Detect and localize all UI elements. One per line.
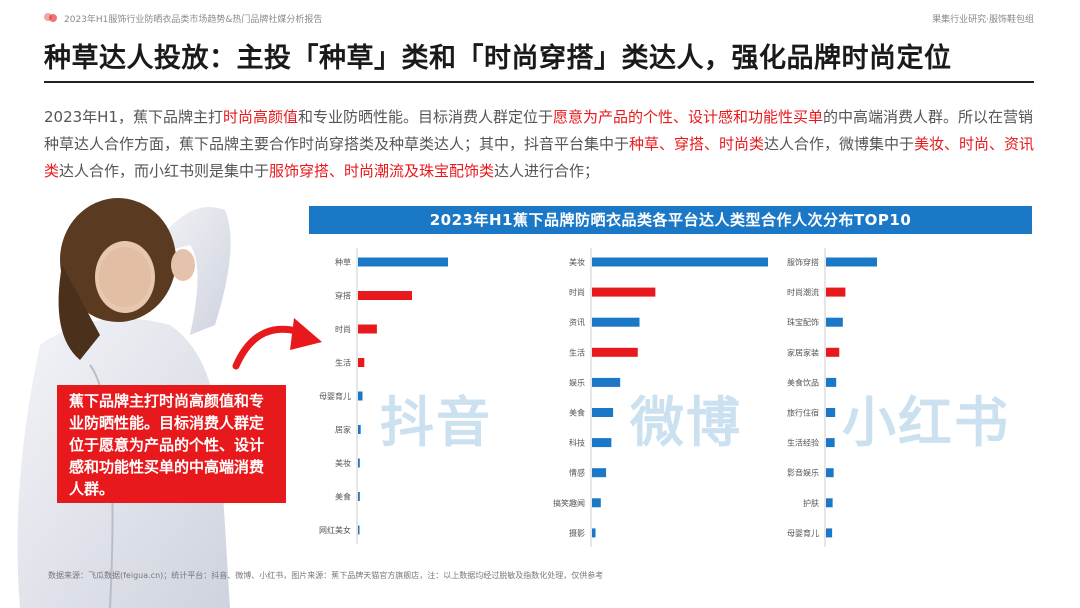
intro-paragraph: 2023年H1，蕉下品牌主打时尚高颜值和专业防晒性能。目标消费人群定位于愿意为产… xyxy=(44,108,1035,180)
bar-douyin xyxy=(358,257,448,267)
chart-weibo: 美妆时尚资讯生活娱乐美食科技情感搞笑趣闻摄影 xyxy=(540,248,775,548)
category-label: 美妆 xyxy=(335,458,351,468)
bar-douyin xyxy=(358,291,412,300)
category-label: 时尚 xyxy=(569,287,585,297)
headline-divider xyxy=(44,81,1034,83)
category-label: 母婴育儿 xyxy=(787,528,819,538)
category-label: 美食饮品 xyxy=(787,377,819,387)
bar-douyin xyxy=(358,492,360,501)
category-label: 珠宝配饰 xyxy=(787,317,819,327)
category-label: 服饰穿搭 xyxy=(787,257,819,267)
chart-xiaohongshu: 服饰穿搭时尚潮流珠宝配饰家居家装美食饮品旅行住宿生活经验影音娱乐护肤母婴育儿 xyxy=(775,248,1030,548)
category-label: 搞笑趣闻 xyxy=(553,498,585,508)
bar-xiaohongshu xyxy=(826,287,846,297)
category-label: 时尚潮流 xyxy=(787,287,819,297)
bar-xiaohongshu xyxy=(826,528,833,538)
category-label: 美食 xyxy=(335,492,351,502)
watermark-xiaohongshu: 小红书 xyxy=(842,391,1010,454)
category-label: 娱乐 xyxy=(569,377,585,387)
bar-xiaohongshu xyxy=(826,498,833,508)
category-label: 母婴育儿 xyxy=(319,391,351,401)
bar-xiaohongshu xyxy=(826,347,840,357)
category-label: 美妆 xyxy=(569,257,585,267)
bar-douyin xyxy=(358,391,363,401)
top-bar: 2023年H1服饰行业防晒衣品类市场趋势&热门品牌社媒分析报告 果集行业研究·服… xyxy=(44,10,1034,28)
category-label: 影音娱乐 xyxy=(787,468,819,478)
bar-weibo xyxy=(592,468,607,478)
category-label: 护肤 xyxy=(803,498,819,508)
category-label: 种草 xyxy=(335,257,351,267)
bar-douyin xyxy=(358,425,361,434)
category-label: 居家 xyxy=(335,425,351,435)
bar-xiaohongshu xyxy=(826,468,834,478)
bar-weibo xyxy=(592,347,638,357)
bar-weibo xyxy=(592,498,601,508)
brand-logo-icon xyxy=(44,13,58,23)
chart-title: 2023年H1蕉下品牌防晒衣品类各平台达人类型合作人次分布TOP10 xyxy=(309,206,1032,234)
category-label: 时尚 xyxy=(335,324,351,334)
bar-xiaohongshu xyxy=(826,438,835,448)
bar-xiaohongshu xyxy=(826,408,836,417)
source-note: 数据来源：飞瓜数据(feigua.cn)；统计平台：抖音、微博、小红书，图片来源… xyxy=(48,571,604,580)
category-label: 情感 xyxy=(569,468,585,478)
bar-xiaohongshu xyxy=(826,377,837,387)
category-label: 网红美女 xyxy=(319,525,351,535)
category-label: 资讯 xyxy=(569,317,585,327)
category-label: 摄影 xyxy=(569,528,585,538)
bar-xiaohongshu xyxy=(826,317,843,327)
bar-weibo xyxy=(592,408,614,417)
chart-douyin: 种草穿搭时尚生活母婴育儿居家美妆美食网红美女 xyxy=(300,248,540,548)
bar-weibo xyxy=(592,287,656,297)
curved-arrow-icon xyxy=(232,318,322,370)
category-label: 穿搭 xyxy=(335,291,351,301)
bar-douyin xyxy=(358,458,360,468)
bar-weibo xyxy=(592,257,768,267)
bar-douyin xyxy=(358,525,360,535)
callout-box: 蕉下品牌主打时尚高颜值和专业防晒性能。目标消费人群定位于愿意为产品的个性、设计感… xyxy=(57,385,286,503)
category-label: 美食 xyxy=(569,408,585,418)
bar-xiaohongshu xyxy=(826,257,877,267)
category-label: 旅行住宿 xyxy=(787,408,819,418)
category-label: 生活 xyxy=(335,358,351,368)
watermark-weibo: 微博 xyxy=(630,391,742,454)
org-label: 果集行业研究·服饰鞋包组 xyxy=(932,15,1034,25)
report-title: 2023年H1服饰行业防晒衣品类市场趋势&热门品牌社媒分析报告 xyxy=(64,15,323,25)
bar-douyin xyxy=(358,358,365,367)
bar-weibo xyxy=(592,317,640,327)
bar-weibo xyxy=(592,438,612,448)
category-label: 生活 xyxy=(569,347,585,357)
page-headline: 种草达人投放：主投「种草」类和「时尚穿搭」类达人，强化品牌时尚定位 xyxy=(44,43,952,74)
bar-weibo xyxy=(592,377,621,387)
category-label: 生活经验 xyxy=(787,438,819,448)
bar-weibo xyxy=(592,528,596,538)
watermark-douyin: 抖音 xyxy=(380,391,492,454)
bar-douyin xyxy=(358,324,377,334)
category-label: 科技 xyxy=(569,438,585,448)
category-label: 家居家装 xyxy=(787,347,819,357)
